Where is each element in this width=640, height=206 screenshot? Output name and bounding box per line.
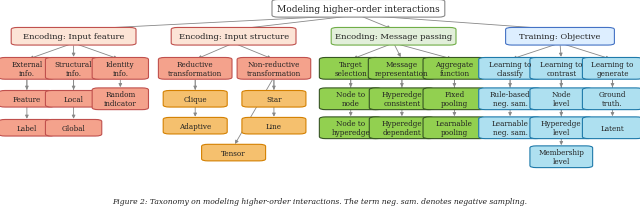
Text: Encoding: Message passing: Encoding: Message passing [335, 33, 452, 41]
Text: Global: Global [61, 124, 86, 132]
Text: External
info.: External info. [12, 60, 42, 78]
Text: Latent: Latent [600, 124, 625, 132]
FancyBboxPatch shape [582, 117, 640, 139]
Text: Training: Objective: Training: Objective [519, 33, 601, 41]
FancyBboxPatch shape [319, 58, 382, 80]
Text: Learnable
pooling: Learnable pooling [436, 119, 473, 137]
FancyBboxPatch shape [0, 91, 55, 108]
FancyBboxPatch shape [479, 89, 541, 110]
FancyBboxPatch shape [319, 89, 382, 110]
Text: Encoding: Input structure: Encoding: Input structure [179, 33, 289, 41]
FancyBboxPatch shape [272, 1, 445, 18]
Text: Label: Label [17, 124, 37, 132]
FancyBboxPatch shape [202, 145, 266, 161]
Text: Aggregate
function: Aggregate function [435, 60, 474, 78]
FancyBboxPatch shape [242, 118, 306, 134]
FancyBboxPatch shape [92, 58, 148, 80]
FancyBboxPatch shape [479, 117, 541, 139]
FancyBboxPatch shape [369, 89, 435, 110]
FancyBboxPatch shape [319, 117, 382, 139]
Text: Encoding: Input feature: Encoding: Input feature [23, 33, 124, 41]
Text: Message
representation: Message representation [375, 60, 429, 78]
FancyBboxPatch shape [172, 28, 296, 46]
FancyBboxPatch shape [530, 146, 593, 168]
Text: Hyperedge
consistent: Hyperedge consistent [381, 91, 422, 108]
FancyBboxPatch shape [369, 117, 435, 139]
Text: Clique: Clique [184, 95, 207, 103]
Text: Tensor: Tensor [221, 149, 246, 157]
Text: Learnable
neg. sam.: Learnable neg. sam. [492, 119, 529, 137]
Text: Non-reductive
transformation: Non-reductive transformation [247, 60, 301, 78]
FancyBboxPatch shape [332, 28, 456, 46]
FancyBboxPatch shape [45, 120, 102, 136]
FancyBboxPatch shape [369, 58, 435, 80]
Text: Structural
info.: Structural info. [55, 60, 92, 78]
FancyBboxPatch shape [479, 58, 541, 80]
Text: Figure 2: Taxonomy on modeling higher-order interactions. The term neg. sam. den: Figure 2: Taxonomy on modeling higher-or… [113, 197, 527, 205]
FancyBboxPatch shape [423, 58, 486, 80]
Text: Ground
truth.: Ground truth. [599, 91, 626, 108]
Text: Fixed
pooling: Fixed pooling [441, 91, 468, 108]
FancyBboxPatch shape [423, 117, 486, 139]
Text: Node
level: Node level [552, 91, 571, 108]
Text: Reductive
transformation: Reductive transformation [168, 60, 222, 78]
FancyBboxPatch shape [0, 120, 55, 136]
Text: Learning to
classify: Learning to classify [489, 60, 531, 78]
FancyBboxPatch shape [582, 89, 640, 110]
FancyBboxPatch shape [163, 91, 227, 108]
Text: Target
selection: Target selection [334, 60, 367, 78]
FancyBboxPatch shape [45, 58, 102, 80]
Text: Learning to
generate: Learning to generate [591, 60, 634, 78]
FancyBboxPatch shape [12, 28, 136, 46]
FancyBboxPatch shape [530, 89, 593, 110]
FancyBboxPatch shape [506, 28, 614, 46]
Text: Hyperedge
dependent: Hyperedge dependent [381, 119, 422, 137]
Text: Rule-based
neg. sam.: Rule-based neg. sam. [490, 91, 531, 108]
Text: Random
indicator: Random indicator [104, 91, 137, 108]
Text: Modeling higher-order interactions: Modeling higher-order interactions [277, 5, 440, 14]
Text: Identity
info.: Identity info. [106, 60, 134, 78]
Text: Node to
hyperedge: Node to hyperedge [332, 119, 370, 137]
Text: Line: Line [266, 122, 282, 130]
Text: Adaptive: Adaptive [179, 122, 211, 130]
FancyBboxPatch shape [530, 117, 593, 139]
FancyBboxPatch shape [530, 58, 593, 80]
FancyBboxPatch shape [163, 118, 227, 134]
FancyBboxPatch shape [92, 89, 148, 110]
Text: Hyperedge
level: Hyperedge level [541, 119, 582, 137]
FancyBboxPatch shape [0, 58, 55, 80]
FancyBboxPatch shape [159, 58, 232, 80]
FancyBboxPatch shape [237, 58, 311, 80]
Text: Membership
level: Membership level [538, 148, 584, 166]
FancyBboxPatch shape [423, 89, 486, 110]
FancyBboxPatch shape [242, 91, 306, 108]
Text: Learning to
contrast: Learning to contrast [540, 60, 582, 78]
Text: Star: Star [266, 95, 282, 103]
FancyBboxPatch shape [582, 58, 640, 80]
FancyBboxPatch shape [45, 91, 102, 108]
Text: Feature: Feature [13, 95, 41, 103]
Text: Node to
node: Node to node [336, 91, 365, 108]
Text: Local: Local [63, 95, 84, 103]
